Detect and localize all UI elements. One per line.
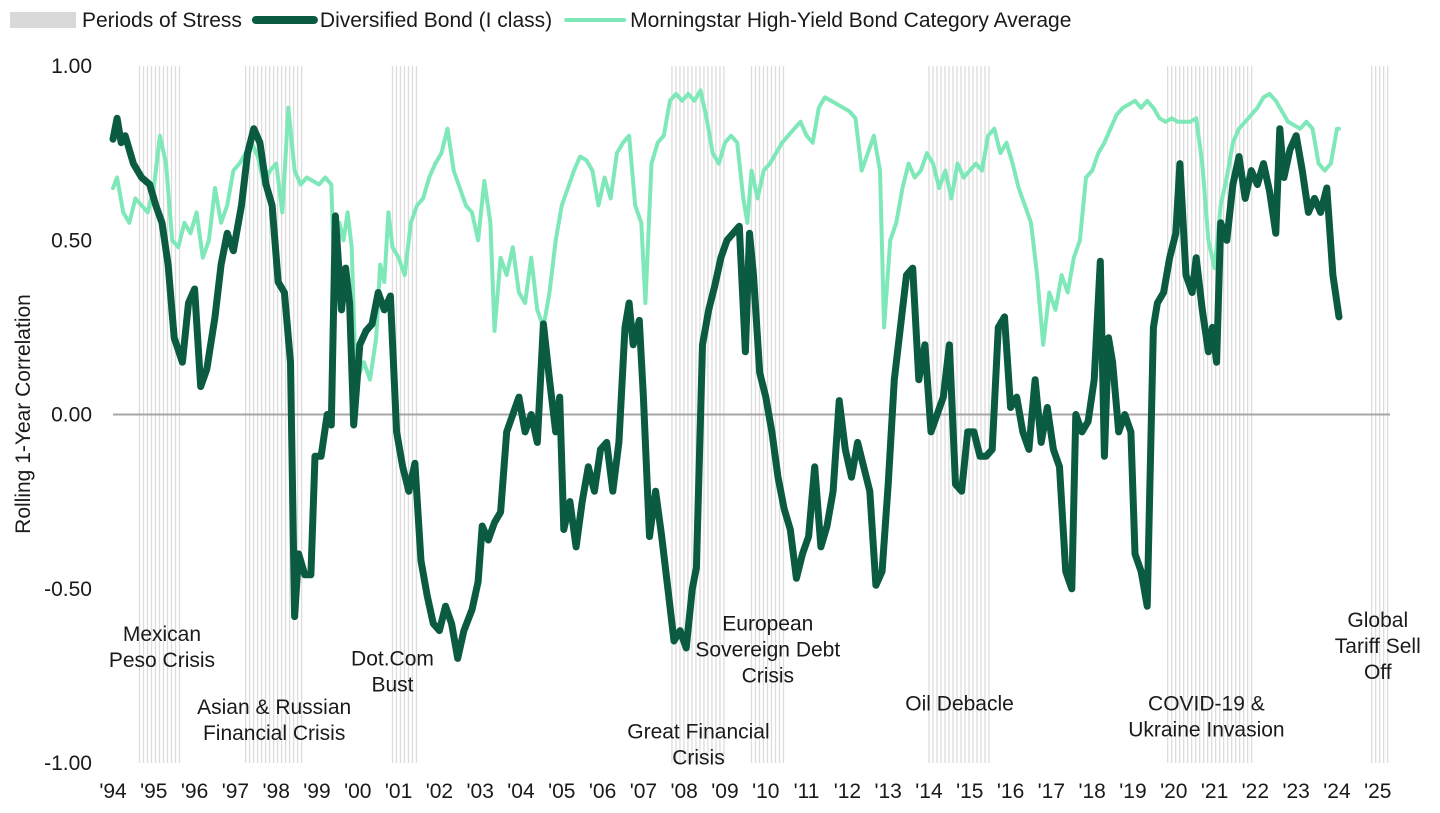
stress-annotations: Mexican Peso Crisis Asian & Russian Financi… <box>109 609 1421 770</box>
stress-label: Global <box>1347 609 1408 632</box>
series-line-1 <box>111 88 1341 382</box>
stress-label: Sovereign Debt <box>695 639 840 662</box>
y-tick-label: 0.50 <box>51 229 92 252</box>
x-tick-label: '24 <box>1323 780 1351 803</box>
legend-item-1: Diversified Bond (I class) <box>251 9 552 32</box>
x-tick-label: '99 <box>303 780 330 803</box>
stress-label: Mexican <box>123 623 201 646</box>
x-tick-label: '19 <box>1119 780 1146 803</box>
y-axis-ticks: 1.00 0.50 0.00 -0.50 -1.00 <box>44 55 92 775</box>
x-tick-label: '04 <box>507 780 535 803</box>
x-tick-label: '08 <box>670 780 697 803</box>
stress-label: European <box>722 613 813 636</box>
x-tick-label: '97 <box>222 780 249 803</box>
x-tick-label: '11 <box>794 780 820 803</box>
stress-label: Peso Crisis <box>109 649 215 672</box>
stress-label: Ukraine Invasion <box>1128 719 1284 742</box>
x-tick-label: '10 <box>752 780 779 803</box>
y-tick-label: 1.00 <box>51 55 92 78</box>
y-tick-label: -1.00 <box>44 752 92 775</box>
x-tick-label: '07 <box>630 780 657 803</box>
x-tick-label: '15 <box>956 780 983 803</box>
x-tick-label: '95 <box>140 780 167 803</box>
x-tick-label: '20 <box>1160 780 1187 803</box>
series-line-0 <box>109 114 1343 662</box>
stress-label: Off <box>1364 661 1392 684</box>
stress-label: Great Financial <box>627 721 769 744</box>
legend-item-0: Periods of Stress <box>10 9 242 32</box>
stress-label: Oil Debacle <box>905 693 1014 716</box>
stress-label: COVID-19 & <box>1148 693 1265 716</box>
x-tick-label: '06 <box>589 780 616 803</box>
x-tick-label: '02 <box>426 780 453 803</box>
x-tick-label: '09 <box>711 780 738 803</box>
x-tick-label: '96 <box>181 780 208 803</box>
x-tick-label: '12 <box>834 780 861 803</box>
y-tick-label: -0.50 <box>44 578 92 601</box>
x-axis-ticks: '94 '95 '96 '97 '98 '99 '00 '01 '02 '03 '04 '05 '06 '… <box>99 780 1391 803</box>
legend-label: Diversified Bond (I class) <box>320 9 552 32</box>
x-tick-label: '21 <box>1201 780 1228 803</box>
x-tick-label: '16 <box>997 780 1024 803</box>
x-tick-label: '00 <box>344 780 371 803</box>
x-tick-label: '13 <box>874 780 901 803</box>
x-tick-label: '25 <box>1364 780 1391 803</box>
legend: Periods of Stress Diversified Bond (I cla… <box>10 9 1071 32</box>
y-axis-title: Rolling 1-Year Correlation <box>12 294 35 534</box>
y-tick-label: 0.00 <box>51 404 92 427</box>
x-tick-label: '23 <box>1282 780 1309 803</box>
stress-label: Tariff Sell <box>1335 635 1421 658</box>
series-lines <box>109 88 1343 662</box>
legend-item-2: Morningstar High-Yield Bond Category Ave… <box>564 9 1071 32</box>
x-tick-label: '94 <box>99 780 127 803</box>
x-tick-label: '17 <box>1038 780 1065 803</box>
x-tick-label: '18 <box>1078 780 1105 803</box>
legend-label: Periods of Stress <box>82 9 242 32</box>
stress-label: Dot.Com <box>351 647 434 670</box>
stress-label: Crisis <box>672 747 725 770</box>
x-tick-label: '98 <box>263 780 290 803</box>
stress-label: Asian & Russian <box>197 696 351 719</box>
x-tick-label: '05 <box>548 780 575 803</box>
legend-label: Morningstar High-Yield Bond Category Ave… <box>630 9 1071 32</box>
x-tick-label: '22 <box>1242 780 1269 803</box>
stress-label: Crisis <box>742 665 795 688</box>
legend-swatch <box>10 12 76 28</box>
x-tick-label: '03 <box>467 780 494 803</box>
stress-label: Financial Crisis <box>203 722 345 745</box>
stress-label: Bust <box>371 673 413 696</box>
x-tick-label: '14 <box>915 780 943 803</box>
x-tick-label: '01 <box>385 780 412 803</box>
